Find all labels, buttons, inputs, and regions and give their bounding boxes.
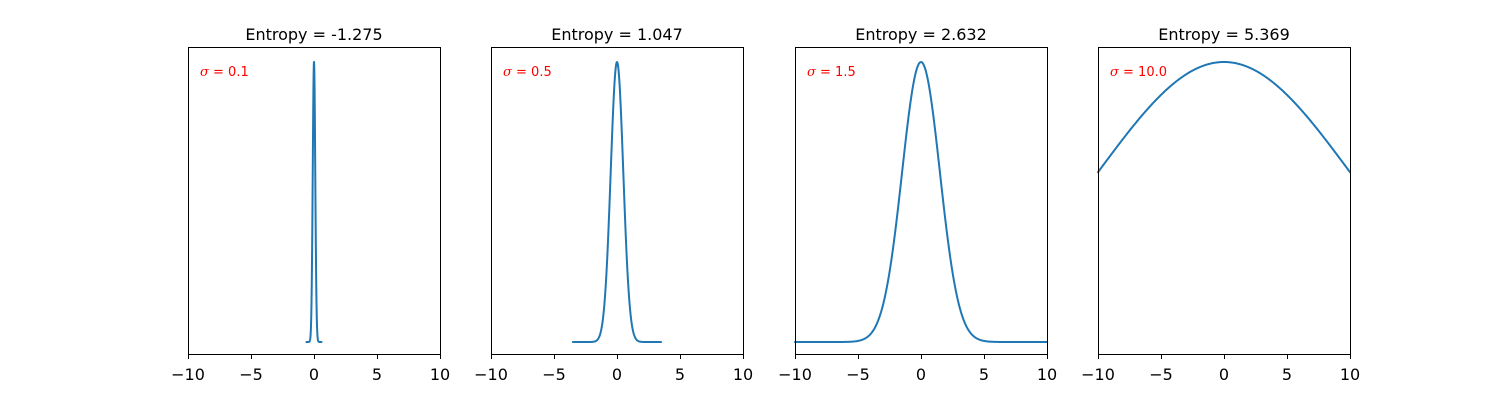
subplot-1-sigma-symbol: σ [200, 65, 210, 80]
subplot-2-x-ticks: −10 −5 0 5 10 [474, 354, 753, 384]
subplot-1-xtick-label-1: −5 [239, 365, 263, 384]
subplot-4-xtick-label-0: −10 [1081, 365, 1115, 384]
subplot-1-gaussian-curve [305, 61, 323, 343]
subplot-3-xtick-label-3: 5 [979, 365, 989, 384]
subplot-4-sigma-value: 10.0 [1138, 65, 1167, 80]
subplot-1-sigma-annotation: σ = 0.1 [200, 65, 249, 80]
subplot-4-sigma-annotation: σ = 10.0 [1110, 65, 1167, 80]
subplot-2-xtick-label-3: 5 [675, 365, 685, 384]
subplot-4-gaussian-curve [1097, 61, 1351, 174]
subplot-3-sigma-annotation: σ = 1.5 [807, 65, 856, 80]
subplot-1-sigma-value: 0.1 [228, 65, 249, 80]
subplot-2-xtick-label-2: 0 [612, 365, 622, 384]
subplot-3-axes-frame [795, 47, 1048, 355]
subplot-2: Entropy = 1.047 σ = 0.5 −10 −5 0 5 10 [474, 25, 753, 384]
subplot-4-xtick-label-4: 10 [1340, 365, 1360, 384]
subplot-4-axes-frame [1098, 47, 1351, 355]
subplot-1-sigma-eq: = [209, 65, 228, 80]
subplot-2-sigma-symbol: σ [503, 65, 513, 80]
subplot-3-xtick-label-1: −5 [846, 365, 870, 384]
subplot-3: Entropy = 2.632 σ = 1.5 −10 −5 0 5 10 [778, 25, 1057, 384]
subplot-1-axes-frame [188, 47, 441, 355]
subplot-3-sigma-eq: = [816, 65, 835, 80]
subplot-2-sigma-value: 0.5 [531, 65, 552, 80]
subplot-1-xtick-label-2: 0 [309, 365, 319, 384]
subplot-4-sigma-symbol: σ [1110, 65, 1120, 80]
subplot-2-sigma-annotation: σ = 0.5 [503, 65, 552, 80]
subplot-2-sigma-eq: = [512, 65, 531, 80]
subplot-3-sigma-value: 1.5 [835, 65, 856, 80]
subplot-4-sigma-eq: = [1119, 65, 1138, 80]
subplot-2-xtick-label-0: −10 [474, 365, 508, 384]
subplot-4-x-ticks: −10 −5 0 5 10 [1081, 354, 1360, 384]
subplot-1-xtick-label-0: −10 [171, 365, 205, 384]
subplot-1-xtick-label-4: 10 [430, 365, 450, 384]
subplot-3-x-ticks: −10 −5 0 5 10 [778, 354, 1057, 384]
subplot-3-xtick-label-0: −10 [778, 365, 812, 384]
subplot-1: Entropy = -1.275 σ = 0.1 −10 −5 0 5 10 [171, 25, 450, 384]
subplot-3-sigma-symbol: σ [807, 65, 817, 80]
subplot-2-axes-frame [491, 47, 744, 355]
subplot-3-xtick-label-2: 0 [916, 365, 926, 384]
subplot-1-x-ticks: −10 −5 0 5 10 [171, 354, 450, 384]
subplot-2-xtick-label-4: 10 [733, 365, 753, 384]
subplot-3-title: Entropy = 2.632 [855, 25, 987, 44]
subplot-4: Entropy = 5.369 σ = 10.0 −10 −5 0 5 10 [1081, 25, 1360, 384]
subplot-4-title: Entropy = 5.369 [1158, 25, 1290, 44]
subplot-3-gaussian-curve [794, 61, 1048, 343]
subplot-1-xtick-label-3: 5 [372, 365, 382, 384]
subplot-2-xtick-label-1: −5 [542, 365, 566, 384]
subplot-4-xtick-label-1: −5 [1149, 365, 1173, 384]
subplot-2-title: Entropy = 1.047 [551, 25, 683, 44]
subplot-4-xtick-label-2: 0 [1219, 365, 1229, 384]
subplot-2-gaussian-curve [571, 61, 663, 343]
subplot-3-xtick-label-4: 10 [1037, 365, 1057, 384]
subplot-1-title: Entropy = -1.275 [245, 25, 382, 44]
subplot-4-xtick-label-3: 5 [1282, 365, 1292, 384]
